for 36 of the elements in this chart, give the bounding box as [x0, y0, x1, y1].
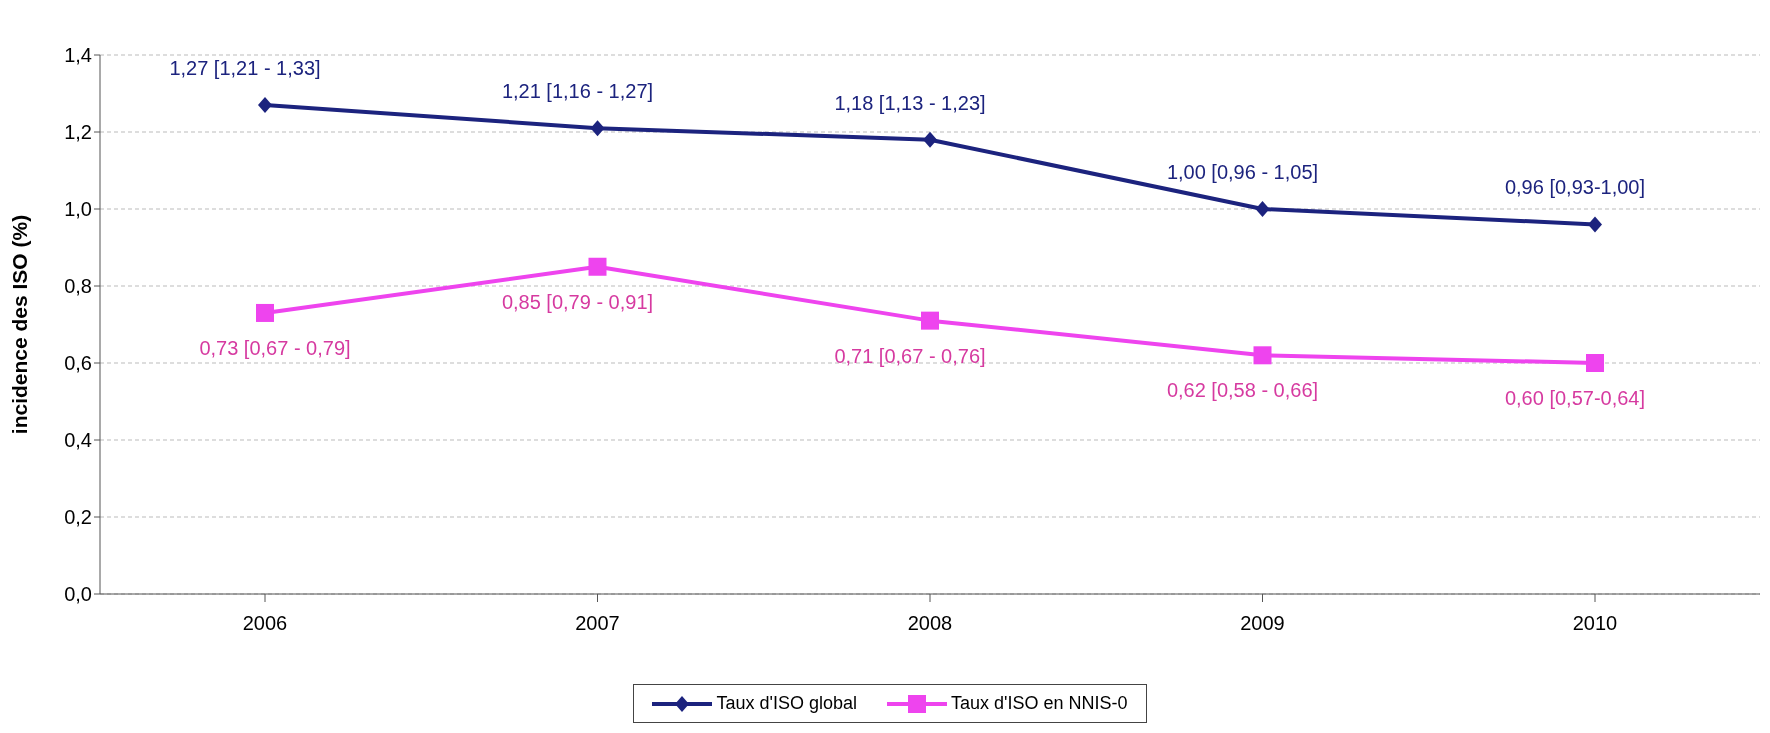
- point: [923, 131, 937, 148]
- x-tick-label: 2008: [907, 612, 953, 635]
- data-label: 1,18 [1,13 - 1,23]: [834, 91, 986, 114]
- point: [258, 97, 272, 114]
- x-tick-label: 2007: [575, 612, 620, 635]
- y-tick-label: 0,8: [64, 275, 92, 298]
- legend-label: Taux d'ISO global: [715, 693, 857, 714]
- y-tick-label: 1,2: [64, 121, 92, 144]
- data-label: 1,21 [1,16 - 1,27]: [501, 80, 654, 103]
- y-tick-label: 0,4: [64, 429, 92, 452]
- point: [590, 120, 605, 137]
- data-label: 0,62 [0,58 - 0,66]: [1166, 379, 1319, 402]
- point: [921, 311, 939, 330]
- y-tick-label: 0,0: [64, 583, 92, 606]
- point: [1588, 216, 1602, 233]
- x-tick-label: 2006: [242, 612, 288, 635]
- y-tick-label: 1,4: [64, 44, 92, 67]
- point: [256, 303, 274, 322]
- data-label: 0,60 [0,57-0,64]: [1504, 387, 1646, 409]
- point: [1586, 354, 1604, 372]
- legend-label: Taux d'ISO en NNIS-0: [950, 693, 1128, 714]
- data-label: 1,00 [0,96 - 1,05]: [1166, 161, 1319, 183]
- data-label: 1,27 [1,21 - 1,33]: [169, 57, 321, 80]
- data-label: 0,71 [0,67 - 0,76]: [834, 344, 986, 367]
- x-tick-label: 2010: [1572, 612, 1618, 635]
- y-tick-label: 1,0: [64, 198, 92, 221]
- point: [1255, 201, 1270, 217]
- data-label: 0,96 [0,93-1,00]: [1504, 176, 1646, 199]
- data-label: 0,85 [0,79 - 0,91]: [501, 290, 654, 313]
- x-tick-label: 2009: [1240, 612, 1285, 635]
- point: [588, 257, 607, 276]
- data-label: 0,73 [0,67 - 0,79]: [199, 336, 351, 359]
- y-axis-title: incidence des ISO (%): [8, 214, 32, 435]
- point: [1253, 346, 1272, 365]
- y-tick-label: 0,2: [64, 506, 92, 529]
- y-tick-label: 0,6: [64, 352, 92, 375]
